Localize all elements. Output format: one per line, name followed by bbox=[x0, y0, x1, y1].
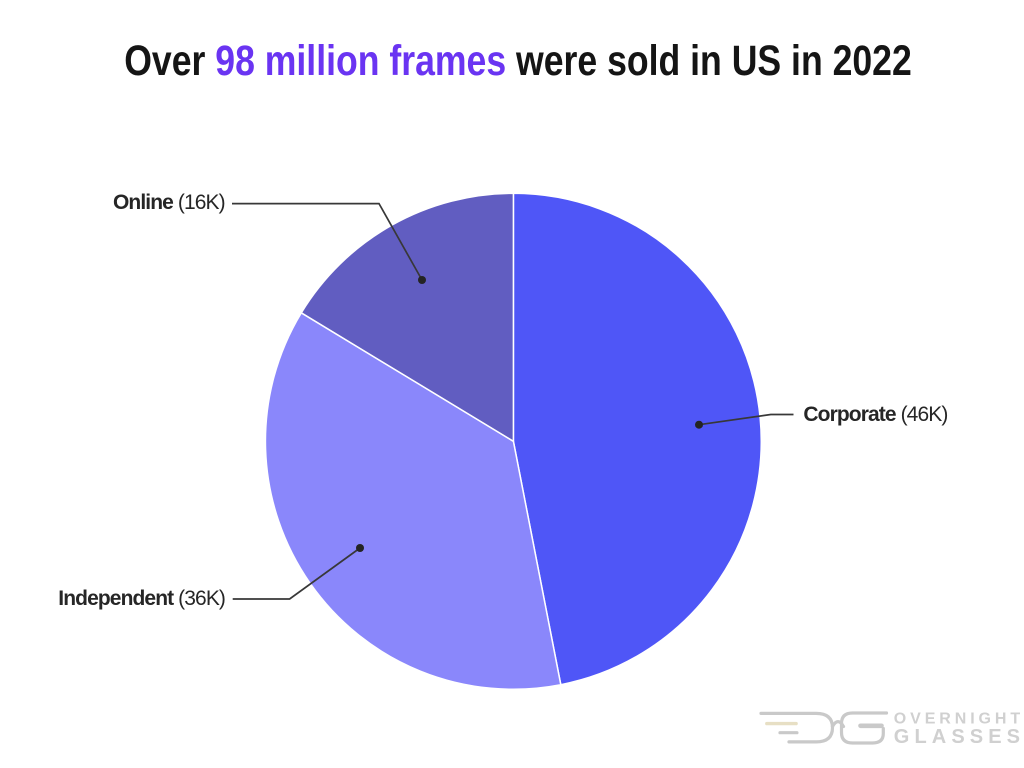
svg-text:GLASSES: GLASSES bbox=[894, 726, 1024, 748]
svg-text:OVERNIGHT: OVERNIGHT bbox=[894, 711, 1024, 728]
